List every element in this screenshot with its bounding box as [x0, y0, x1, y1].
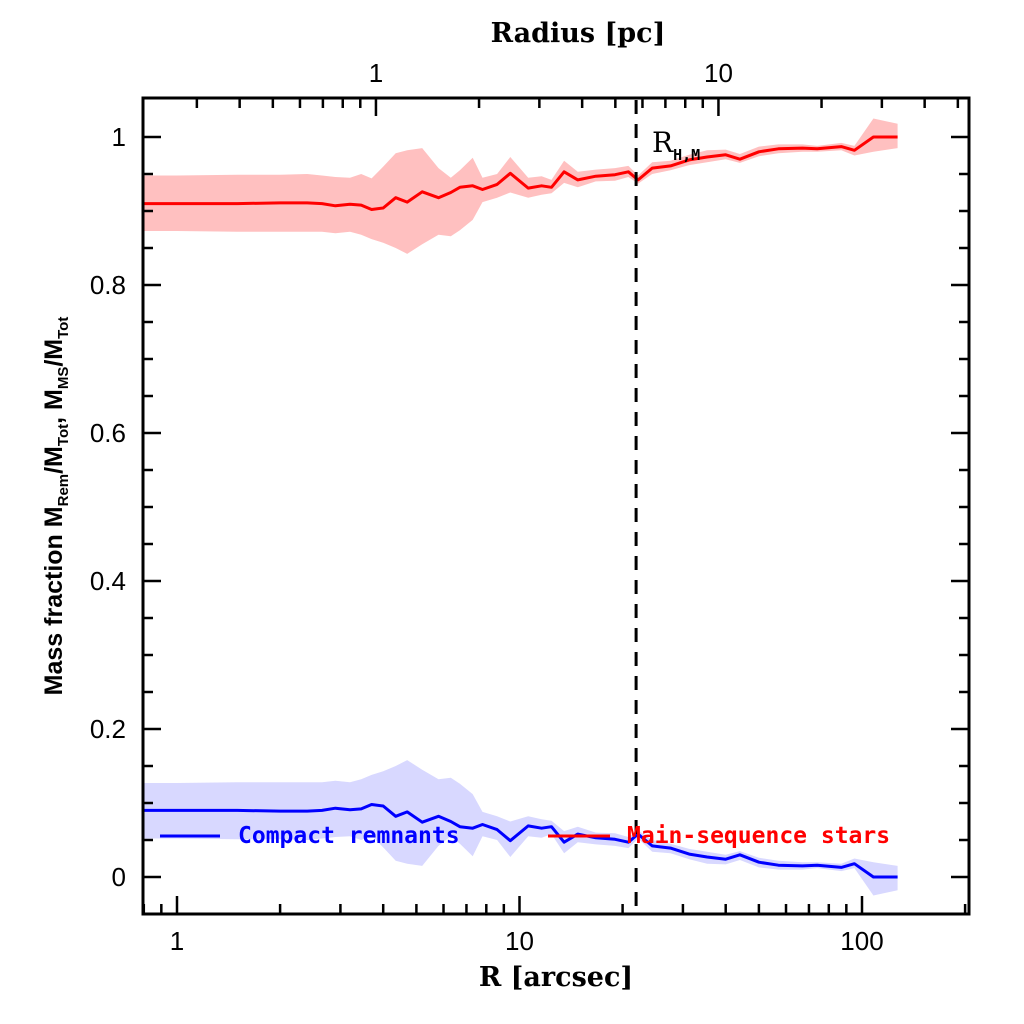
svg-text:Mass fraction MRem/MTot, MMS: Mass fraction MRem/MTot, MMS/MTot	[40, 317, 72, 696]
x-tick-label: 10	[505, 926, 534, 956]
line-compact-remnants	[143, 803, 898, 879]
svg-text:RH,M: RH,M	[652, 126, 700, 164]
y-axis-title-part: /M	[40, 446, 68, 474]
band-main-sequence-stars	[143, 118, 898, 254]
legend: Compact remnants Main-sequence stars	[160, 823, 890, 849]
y-axis-title-sub: Tot	[55, 424, 72, 446]
band-compact-remnants	[143, 760, 898, 896]
top-axis-title: Radius [pc]	[491, 18, 666, 49]
uncertainty-bands	[143, 118, 898, 896]
y-tick-label: 0	[112, 862, 126, 892]
x-tick-label: 1	[170, 926, 184, 956]
vline-label-main: R	[652, 126, 674, 159]
vline-label: RH,M	[652, 126, 700, 164]
y-axis-title-part: , M	[40, 389, 68, 424]
series-lines	[143, 135, 898, 879]
vline-label-sub: H,M	[673, 146, 700, 164]
y-tick-label: 1	[112, 122, 126, 152]
y-axis-title-part: /M	[40, 339, 68, 367]
legend-label-compact-remnants: Compact remnants	[238, 823, 460, 849]
y-axis-title-sub: MS	[55, 367, 72, 390]
y-axis-title-sub: Tot	[55, 317, 72, 339]
legend-label-main-sequence: Main-sequence stars	[627, 823, 890, 849]
y-tick-label: 0.4	[90, 566, 126, 596]
line-main-sequence-stars	[143, 135, 898, 211]
x-tick-label: 100	[840, 926, 883, 956]
y-axis-title: Mass fraction MRem/MTot, MMS/MTot	[40, 317, 72, 696]
top-tick-label: 1	[369, 58, 383, 88]
y-tick-label: 0.6	[90, 418, 126, 448]
y-axis-title-part: Mass fraction M	[40, 506, 68, 695]
y-axis-title-sub: Rem	[55, 474, 72, 507]
axis-ticks	[142, 98, 969, 914]
y-tick-label: 0.2	[90, 714, 126, 744]
x-axis-title: R [arcsec]	[479, 962, 633, 993]
top-tick-label: 10	[704, 58, 733, 88]
y-tick-label: 0.8	[90, 270, 126, 300]
